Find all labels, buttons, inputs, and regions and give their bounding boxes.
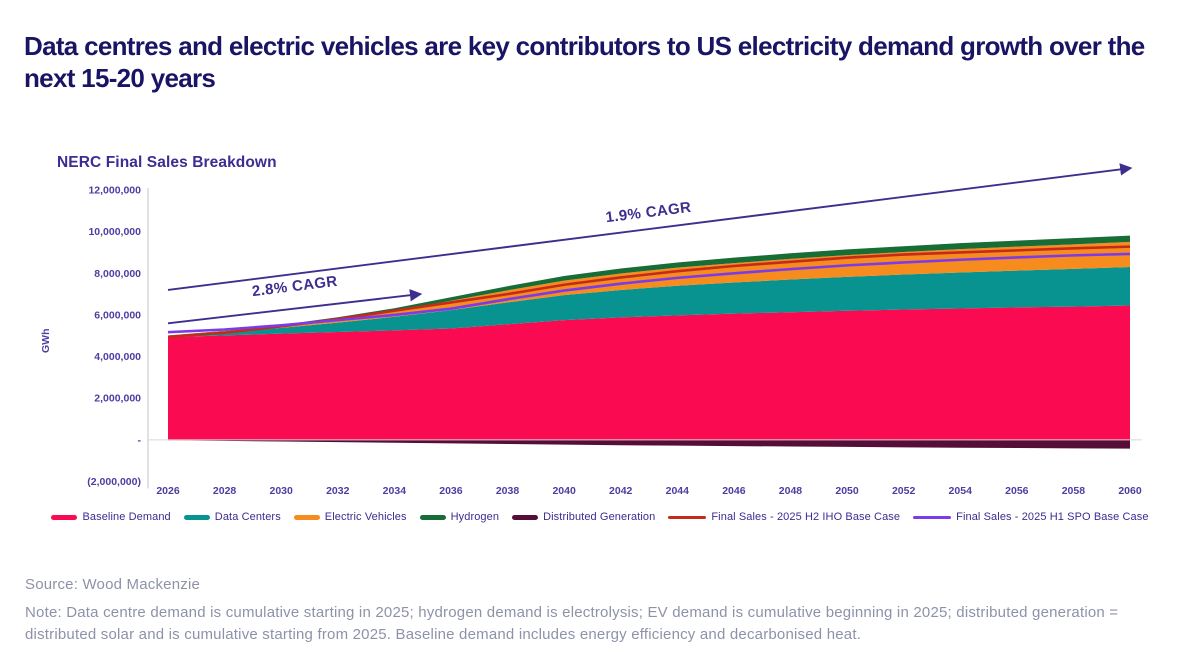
- source-text: Source: Wood Mackenzie: [25, 576, 201, 593]
- baseline-demand-swatch-icon: [51, 514, 78, 520]
- electric-vehicles-swatch-icon: [293, 514, 320, 520]
- x-tick-label: 2028: [213, 485, 237, 497]
- legend-label: Data Centers: [214, 511, 281, 523]
- cagr-annotation-label: 1.9% CAGR: [605, 199, 693, 226]
- x-tick-label: 2046: [722, 485, 746, 497]
- legend-label: Electric Vehicles: [324, 511, 407, 523]
- x-tick-label: 2038: [496, 485, 520, 497]
- legend-item: Data Centers: [183, 511, 281, 523]
- legend-item: Baseline Demand: [51, 511, 171, 523]
- x-tick-label: 2032: [326, 485, 350, 497]
- cagr-arrow: [167, 163, 1133, 291]
- legend-item: Hydrogen: [419, 511, 500, 523]
- x-tick-label: 2050: [835, 485, 859, 497]
- y-tick-label: 6,000,000: [94, 309, 141, 321]
- x-tick-label: 2040: [552, 485, 576, 497]
- x-tick-label: 2044: [666, 485, 690, 497]
- legend-item: Final Sales - 2025 H2 IHO Base Case: [668, 511, 900, 523]
- legend-label: Final Sales - 2025 H2 IHO Base Case: [711, 511, 901, 523]
- chart-legend: Baseline Demand Data Centers Electric Vehi…: [0, 511, 1200, 523]
- distributed-generation-swatch-icon: [512, 514, 539, 520]
- y-tick-label: 12,000,000: [88, 185, 141, 197]
- x-tick-label: 2048: [779, 485, 803, 497]
- area-hydrogen: [168, 235, 1130, 336]
- x-tick-label: 2034: [383, 485, 407, 497]
- area-data-centers: [168, 267, 1130, 338]
- area-baseline-demand: [168, 305, 1130, 440]
- x-tick-label: 2056: [1005, 485, 1029, 497]
- x-tick-label: 2058: [1062, 485, 1086, 497]
- legend-item: Electric Vehicles: [293, 511, 407, 523]
- chart-title: NERC Final Sales Breakdown: [57, 154, 277, 171]
- legend-item: Distributed Generation: [512, 511, 655, 523]
- data-centers-swatch-icon: [183, 514, 210, 520]
- cagr-arrow: [167, 289, 423, 325]
- x-tick-label: 2030: [269, 485, 293, 497]
- hydrogen-swatch-icon: [419, 514, 446, 520]
- x-tick-label: 2026: [156, 485, 180, 497]
- y-tick-label: 4,000,000: [94, 351, 141, 363]
- final-sales-2025-h2-iho-base-case-swatch-icon: [668, 515, 707, 519]
- line-final-sales-2025-h1-spo-base-case: [167, 252, 1131, 334]
- legend-item: Final Sales - 2025 H1 SPO Base Case: [913, 511, 1148, 523]
- final-sales-2025-h1-spo-base-case-swatch-icon: [913, 515, 952, 519]
- x-tick-label: 2042: [609, 485, 633, 497]
- legend-label: Hydrogen: [450, 511, 500, 523]
- y-tick-label: 8,000,000: [94, 268, 141, 280]
- y-tick-label: -: [138, 434, 142, 446]
- page-title: Data centres and electric vehicles are k…: [24, 31, 1145, 94]
- y-tick-label: 2,000,000: [94, 393, 141, 405]
- chart-canvas: 12,000,000 10,000,000 8,000,000 6,000,000 4,…: [87, 163, 1142, 497]
- x-tick-label: 2060: [1118, 485, 1142, 497]
- legend-label: Baseline Demand: [82, 511, 171, 523]
- x-tick-label: 2052: [892, 485, 916, 497]
- legend-label: Final Sales - 2025 H1 SPO Base Case: [956, 511, 1149, 523]
- note-text: Note: Data centre demand is cumulative s…: [25, 604, 1119, 643]
- legend-label: Distributed Generation: [543, 511, 656, 523]
- x-tick-label: 2054: [949, 485, 973, 497]
- y-tick-label: (2,000,000): [87, 476, 141, 488]
- area-distributed-generation: [168, 439, 1130, 449]
- y-tick-label: 10,000,000: [88, 226, 141, 238]
- x-tick-label: 2036: [439, 485, 463, 497]
